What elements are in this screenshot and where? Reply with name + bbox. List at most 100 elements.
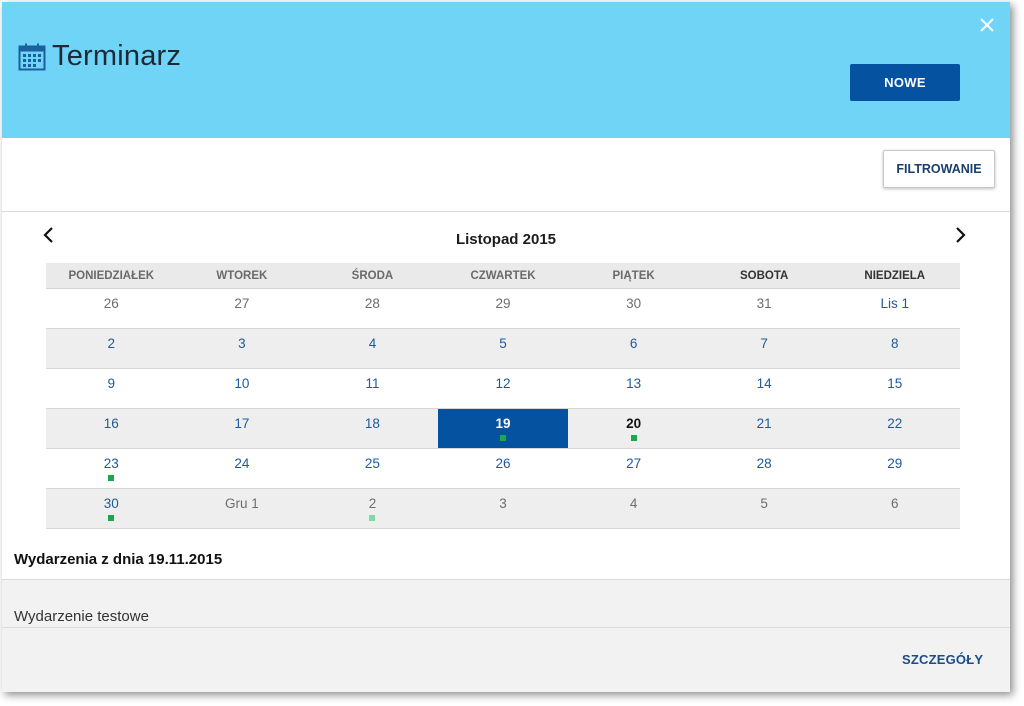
day-number: 26 — [495, 456, 511, 471]
calendar-day[interactable]: 24 — [177, 449, 308, 488]
day-number: Gru 1 — [224, 496, 259, 511]
day-number: 4 — [368, 336, 377, 351]
month-label: Listopad 2015 — [455, 231, 557, 248]
weekday-label: NIEDZIELA — [864, 270, 926, 282]
calendar-day[interactable]: 27 — [568, 449, 699, 488]
day-number: 2 — [107, 336, 116, 351]
page-title: Terminarz — [52, 40, 182, 72]
toolbar: FILTROWANIE — [2, 138, 1010, 212]
title-group: Terminarz — [18, 40, 181, 73]
calendar-day[interactable]: 2 — [307, 489, 438, 528]
day-number: 3 — [238, 336, 246, 351]
calendar-day[interactable]: 31 — [699, 289, 830, 328]
calendar-day[interactable]: 28 — [307, 289, 438, 328]
calendar-day[interactable]: 30 — [568, 289, 699, 328]
calendar-day[interactable]: 30 — [46, 489, 177, 528]
calendar-day[interactable]: 18 — [307, 409, 438, 448]
calendar-day[interactable]: 9 — [46, 369, 177, 408]
calendar-day[interactable]: 23 — [46, 449, 177, 488]
calendar-week-row: 30 Gru 1 2 3 4 5 6 — [46, 489, 960, 529]
calendar-day[interactable]: 28 — [699, 449, 830, 488]
calendar-day[interactable]: 8 — [829, 329, 960, 368]
event-name[interactable]: Wydarzenie testowe — [14, 608, 149, 625]
day-number: 15 — [887, 376, 903, 391]
calendar-day[interactable]: 6 — [829, 489, 960, 528]
calendar-day[interactable]: 29 — [829, 449, 960, 488]
day-number: 28 — [364, 296, 380, 311]
weekday-label: SOBOTA — [740, 270, 789, 282]
calendar-day[interactable]: 21 — [699, 409, 830, 448]
day-number: 29 — [887, 456, 903, 471]
calendar-day[interactable]: 13 — [568, 369, 699, 408]
day-number: 22 — [887, 416, 903, 431]
calendar-day[interactable]: 16 — [46, 409, 177, 448]
calendar-day[interactable]: 29 — [438, 289, 569, 328]
day-number: 6 — [629, 336, 638, 351]
calendar-grid: PONIEDZIAŁEK WTOREK ŚRODA CZWARTEK PIĄTEK SOB… — [46, 263, 960, 529]
calendar-day[interactable]: 14 — [699, 369, 830, 408]
event-marker — [500, 435, 507, 441]
calendar-day[interactable]: 7 — [699, 329, 830, 368]
day-number: 5 — [760, 496, 768, 511]
calendar-day[interactable]: 3 — [438, 489, 569, 528]
close-icon[interactable] — [978, 16, 996, 34]
day-number: 27 — [626, 456, 642, 471]
chevron-right-icon[interactable] — [949, 224, 971, 246]
weekday-label: PONIEDZIAŁEK — [68, 270, 155, 282]
day-number: Lis 1 — [880, 296, 910, 311]
events-title: Wydarzenia z dnia 19.11.2015 — [14, 551, 223, 568]
calendar-day[interactable]: 15 — [829, 369, 960, 408]
new-event-button[interactable]: NOWE — [850, 64, 960, 101]
details-link[interactable]: SZCZEGÓŁY — [902, 652, 984, 667]
calendar-day[interactable]: 2 — [46, 329, 177, 368]
calendar-day[interactable]: 26 — [438, 449, 569, 488]
calendar-day[interactable]: 5 — [699, 489, 830, 528]
calendar-day[interactable]: 3 — [177, 329, 308, 368]
calendar-day[interactable]: 11 — [307, 369, 438, 408]
weekday-label: ŚRODA — [351, 270, 394, 282]
calendar-day[interactable]: 26 — [46, 289, 177, 328]
day-number: 18 — [364, 416, 380, 431]
calendar-week-row: 23 24 25 26 27 28 29 — [46, 449, 960, 489]
calendar-day[interactable]: 22 — [829, 409, 960, 448]
weekday-label: WTOREK — [216, 270, 268, 282]
chevron-left-icon[interactable] — [38, 224, 60, 246]
calendar-week-row: 2 3 4 5 6 7 8 — [46, 329, 960, 369]
calendar-day[interactable]: 5 — [438, 329, 569, 368]
calendar-day[interactable]: 19 — [437, 409, 569, 448]
day-number: 9 — [107, 376, 116, 391]
month-navigation: Listopad 2015 — [2, 220, 1010, 256]
calendar-day[interactable]: 4 — [568, 489, 699, 528]
day-number: 21 — [756, 416, 772, 431]
event-marker — [630, 435, 637, 441]
calendar-day[interactable]: 12 — [438, 369, 569, 408]
filter-button[interactable]: FILTROWANIE — [883, 150, 995, 188]
day-number: 13 — [626, 376, 642, 391]
day-number: 10 — [234, 376, 250, 391]
day-number: 20 — [626, 416, 642, 431]
calendar-week-row: 9 10 11 12 13 14 15 — [46, 369, 960, 409]
calendar-day[interactable]: 6 — [568, 329, 699, 368]
day-number: 30 — [626, 296, 642, 311]
day-number: 31 — [756, 296, 772, 311]
calendar-day[interactable]: 25 — [307, 449, 438, 488]
calendar-day[interactable]: 17 — [177, 409, 308, 448]
list-item[interactable]: Wydarzenie testowe — [2, 580, 1010, 628]
weekday-label: PIĄTEK — [612, 270, 655, 282]
calendar-day[interactable]: Lis 1 — [829, 289, 960, 328]
day-number: 23 — [103, 456, 119, 471]
calendar-week-row: 16 17 18 19 20 21 22 — [46, 409, 960, 449]
calendar-day[interactable]: 27 — [177, 289, 308, 328]
calendar-day[interactable]: 10 — [177, 369, 308, 408]
day-number: 14 — [756, 376, 772, 391]
calendar-day[interactable]: 20 — [568, 409, 699, 448]
day-number: 16 — [103, 416, 119, 431]
day-number: 8 — [891, 336, 899, 351]
day-number: 12 — [495, 376, 511, 391]
calendar-day[interactable]: 4 — [307, 329, 438, 368]
calendar-day[interactable]: Gru 1 — [177, 489, 308, 528]
day-number: 2 — [368, 496, 377, 511]
day-number: 28 — [756, 456, 772, 471]
day-number: 7 — [760, 336, 768, 351]
calendar-icon — [18, 43, 46, 70]
